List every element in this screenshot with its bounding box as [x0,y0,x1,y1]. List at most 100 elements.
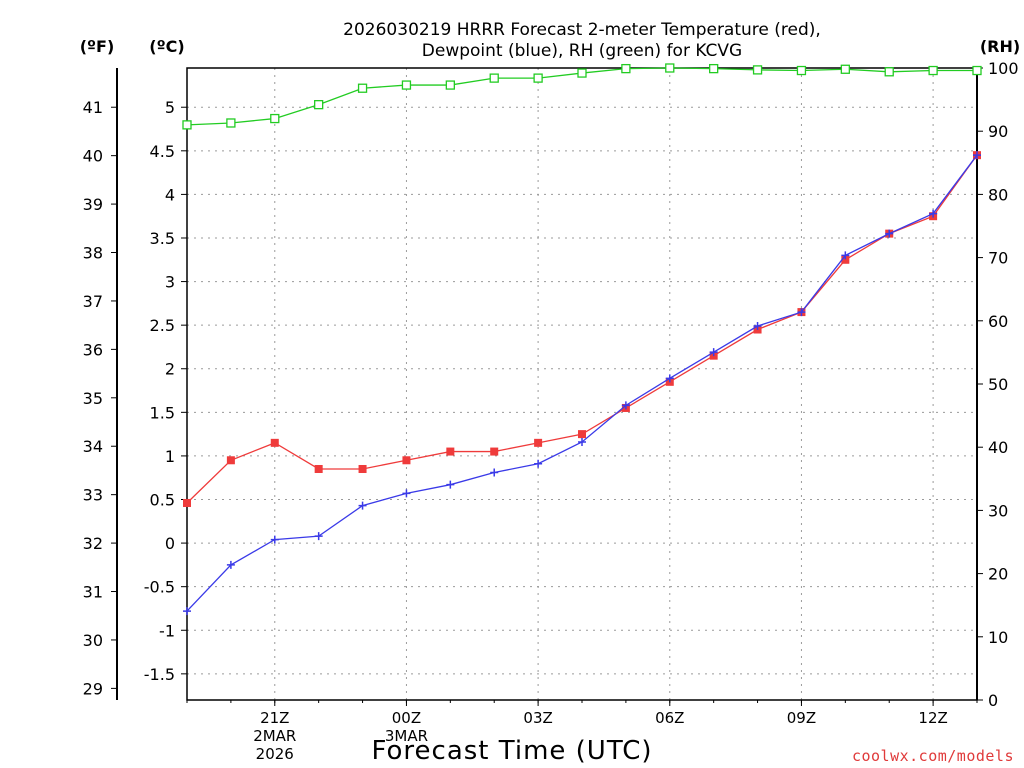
fahrenheit-tick-label: 38 [83,244,103,263]
fahrenheit-tick-label: 40 [83,147,103,166]
celsius-tick-label: 2 [165,360,175,379]
celsius-tick-label: 3.5 [150,229,175,248]
dewpoint-point [314,532,323,541]
dewpoint-point [446,480,455,489]
fahrenheit-tick-label: 39 [83,195,103,214]
axis-ticks: -1.5-1-0.500.511.522.533.544.5521Z2MAR20… [83,59,1019,763]
fahrenheit-tick-label: 36 [83,340,103,359]
dewpoint-point [578,437,586,446]
fahrenheit-axis-unit: (ºF) [80,37,115,56]
x-date-label: 2MAR [253,727,296,745]
chart-title-line1: 2026030219 HRRR Forecast 2-meter Tempera… [343,20,821,40]
rh-tick-label: 70 [988,249,1008,268]
rh-point [884,67,894,77]
celsius-tick-label: 4.5 [150,142,175,161]
rh-point [226,118,236,128]
rh-point [840,64,850,74]
credit-text: coolwx.com/models [852,747,1014,765]
fahrenheit-tick-label: 30 [83,631,103,650]
rh-point [314,100,324,110]
dewpoint-point [402,489,411,498]
fahrenheit-tick-label: 29 [83,679,103,698]
rh-point [489,73,499,83]
2-meter-temperature-point [183,498,191,507]
fahrenheit-tick-label: 31 [83,583,103,602]
x-date-label: 3MAR [385,727,428,745]
rh-tick-label: 50 [988,375,1008,394]
celsius-tick-label: 5 [165,98,175,117]
rh-point [621,63,631,74]
fahrenheit-tick-label: 35 [83,389,103,408]
rh-point [665,63,675,73]
rh-tick-label: 30 [988,501,1008,520]
rh-point [752,65,763,75]
rh-point [577,68,587,78]
dewpoint-point [973,151,981,160]
rh-axis-unit: (RH) [980,37,1020,56]
fahrenheit-tick-label: 33 [83,486,103,505]
celsius-tick-label: 1.5 [150,403,175,422]
dewpoint-point [929,209,938,218]
dewpoint-point [358,501,367,510]
rh-point [796,65,807,76]
celsius-tick-label: -0.5 [144,578,175,597]
rh-tick-label: 100 [988,59,1019,78]
2-meter-temperature-point [402,456,411,465]
dewpoint-point [753,322,762,331]
x-tick-label: 12Z [918,709,947,727]
plot-frame [186,67,978,701]
2-meter-temperature-point [314,464,323,473]
x-tick-label: 09Z [787,709,816,727]
rh-point [445,80,455,90]
grid-lines [187,68,977,700]
dewpoint-point [270,535,279,544]
dewpoint-point [490,468,499,477]
rh-tick-label: 60 [988,312,1008,331]
fahrenheit-tick-label: 34 [83,437,103,456]
celsius-tick-label: 0.5 [150,491,175,510]
2-meter-temperature-point [841,255,850,264]
dewpoint-point [226,560,235,569]
celsius-tick-label: 4 [165,185,175,204]
rh-point [972,65,982,76]
rh-point [401,80,412,90]
dewpoint-point [665,374,674,383]
2-meter-temperature-point [270,438,279,447]
rh-point [182,120,192,130]
celsius-tick-label: -1.5 [144,665,175,684]
data-series [182,63,982,616]
rh-tick-label: 10 [988,628,1008,647]
2-meter-temperature-point [446,447,455,456]
fahrenheit-tick-label: 41 [83,98,103,117]
2-meter-temperature-line [186,154,978,504]
rh-tick-label: 80 [988,185,1008,204]
x-tick-label: 03Z [523,709,552,727]
dewpoint-point [841,251,850,260]
fahrenheit-tick-label: 37 [83,292,103,311]
rh-tick-label: 90 [988,122,1008,141]
dewpoint-point [534,459,543,468]
2-meter-temperature-point [578,430,586,439]
dewpoint-point [797,308,806,317]
dewpoint-line [186,154,978,612]
x-tick-label: 06Z [655,709,684,727]
celsius-tick-label: 2.5 [150,316,175,335]
x-year-label: 2026 [256,745,294,763]
dewpoint-point [621,401,630,410]
rh-tick-label: 20 [988,565,1008,584]
celsius-tick-label: -1 [159,621,175,640]
chart-title-line2: Dewpoint (blue), RH (green) for KCVG [422,41,742,61]
rh-tick-label: 40 [988,438,1008,457]
dewpoint-point [183,607,191,616]
celsius-tick-label: 3 [165,273,175,292]
x-tick-label: 21Z [260,709,289,727]
2-meter-temperature-point [358,464,367,473]
celsius-tick-label: 0 [165,534,175,553]
2-meter-temperature-point [534,438,543,447]
2-meter-temperature-point [490,447,499,456]
x-tick-label: 00Z [392,709,421,727]
2-meter-temperature-point [226,456,235,465]
rh-tick-label: 0 [988,691,998,710]
celsius-tick-label: 1 [165,447,175,466]
